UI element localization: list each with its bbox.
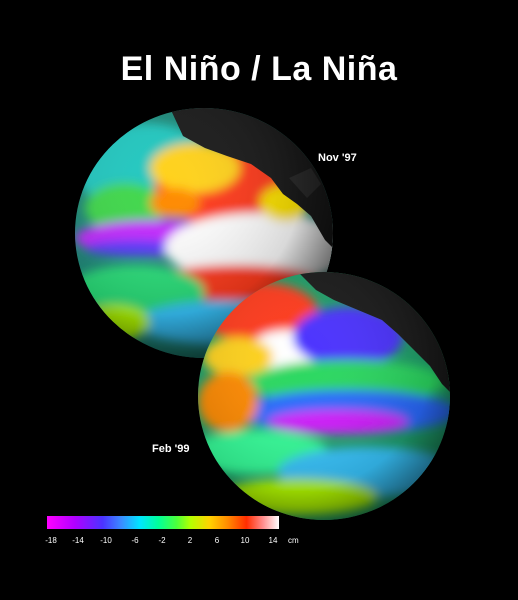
legend-tick: -6 <box>131 536 139 545</box>
globe-la-nina-graphic <box>198 272 450 520</box>
legend-tick: -2 <box>158 536 166 545</box>
globe-la-nina <box>198 272 450 520</box>
color-scale-legend: -18 -14 -10 -6 -2 2 6 10 14 cm <box>45 514 337 554</box>
legend-tick: -18 <box>45 536 57 545</box>
date-label-nov-97: Nov '97 <box>318 152 357 164</box>
legend-tick: 10 <box>240 536 250 545</box>
legend-tick: -14 <box>72 536 84 545</box>
legend-tick: -10 <box>100 536 112 545</box>
date-label-feb-99: Feb '99 <box>152 443 190 455</box>
legend-unit: cm <box>288 536 299 545</box>
legend-tick: 6 <box>214 536 220 545</box>
page-title: El Niño / La Niña <box>120 50 398 88</box>
color-scale-bar <box>47 516 279 529</box>
legend-tick: 14 <box>268 536 278 545</box>
legend-tick: 2 <box>187 536 193 545</box>
